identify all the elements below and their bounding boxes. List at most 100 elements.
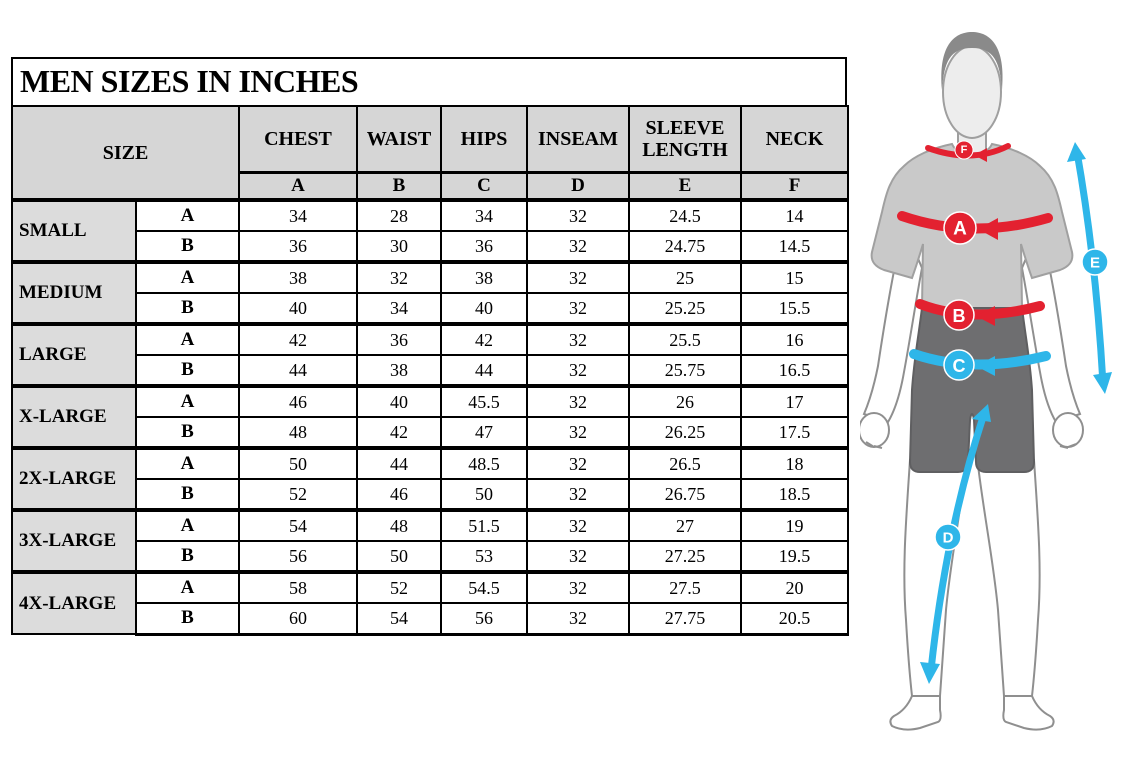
variant-label: B (135, 602, 240, 636)
column-letter-c: C (440, 171, 528, 201)
measurement-value: 32 (526, 354, 630, 387)
hips-arrow (976, 356, 995, 376)
hand-right (1052, 412, 1084, 448)
size-label: 3X-LARGE (11, 508, 137, 573)
chest-marker-label: A (953, 219, 967, 240)
measurement-value: 19 (740, 508, 849, 542)
measurement-value: 26 (628, 384, 742, 418)
measurement-value: 52 (356, 570, 442, 604)
measurement-value: 36 (440, 230, 528, 263)
table-row: 2X-LARGE A 50 44 48.5 32 26.5 18 (11, 446, 849, 511)
measurement-value: 34 (238, 198, 358, 232)
measurement-value: 54 (356, 602, 442, 636)
column-letter-a: A (238, 171, 358, 201)
measurement-value: 36 (238, 230, 358, 263)
measurement-value: 47 (440, 416, 528, 449)
table-body: SMALL A 34 28 34 32 24.5 14 B 36 30 36 32 24.75 14.5 ME… (11, 198, 849, 636)
variant-label: A (135, 260, 240, 294)
measurement-value: 27.5 (628, 570, 742, 604)
measurement-value: 20.5 (740, 602, 849, 636)
measurement-value: 44 (440, 354, 528, 387)
size-label: SMALL (11, 198, 137, 263)
measurement-value: 14 (740, 198, 849, 232)
table-row: B 40 34 40 32 25.25 15.5 (12, 292, 849, 325)
neck-marker (954, 140, 974, 160)
measurement-value: 32 (526, 322, 630, 356)
header-letter-row: A B C D E F (12, 171, 849, 201)
table-row: X-LARGE A 46 40 45.5 32 26 17 (11, 384, 849, 449)
variant-label: A (135, 198, 240, 232)
inseam-marker (934, 523, 962, 551)
measurement-value: 53 (440, 540, 528, 573)
sleeve-marker-label: E (1090, 255, 1100, 272)
hips-band: C (909, 349, 1051, 381)
chest-marker (943, 211, 977, 245)
measurement-value: 42 (440, 322, 528, 356)
column-header-chest: CHEST (238, 105, 358, 174)
measurement-value: 50 (440, 478, 528, 511)
measurement-value: 32 (526, 230, 630, 263)
measurement-value: 50 (238, 446, 358, 480)
measurement-value: 27.25 (628, 540, 742, 573)
variant-label: A (135, 446, 240, 480)
measurement-value: 54 (238, 508, 358, 542)
measurement-value: 25.5 (628, 322, 742, 356)
measurement-value: 40 (440, 292, 528, 325)
size-header-cell: SIZE (11, 105, 240, 202)
column-header-waist: WAIST (356, 105, 442, 174)
variant-label: A (135, 508, 240, 542)
measurement-value: 15 (740, 260, 849, 294)
column-letter-e: E (628, 171, 742, 201)
leg-left (889, 458, 968, 731)
column-header-neck: NECK (740, 105, 849, 174)
column-letter-b: B (356, 171, 442, 201)
face (942, 45, 1002, 139)
measurement-value: 32 (526, 570, 630, 604)
measurement-value: 18 (740, 446, 849, 480)
measurement-value: 26.75 (628, 478, 742, 511)
measurement-value: 52 (238, 478, 358, 511)
variant-label: B (135, 230, 240, 263)
measurement-value: 34 (440, 198, 528, 232)
measurement-value: 32 (526, 508, 630, 542)
variant-label: B (135, 354, 240, 387)
table-row: B 52 46 50 32 26.75 18.5 (12, 478, 849, 511)
inseam-arrow-up (972, 404, 991, 422)
measurement-value: 18.5 (740, 478, 849, 511)
measurement-figure: F A B C (858, 10, 1132, 758)
measurement-value: 56 (440, 602, 528, 636)
table-row: B 56 50 53 32 27.25 19.5 (12, 540, 849, 573)
measurement-value: 44 (356, 446, 442, 480)
measurement-value: 48 (238, 416, 358, 449)
measurement-value: 46 (238, 384, 358, 418)
chest-arrow (978, 218, 998, 240)
foot-left (889, 695, 942, 731)
waist-marker (943, 299, 975, 331)
size-label: 4X-LARGE (11, 570, 137, 635)
hips-marker-label: C (953, 356, 966, 376)
measurement-value: 38 (238, 260, 358, 294)
table-row: LARGE A 42 36 42 32 25.5 16 (11, 322, 849, 387)
measurement-value: 48 (356, 508, 442, 542)
measurement-value: 17 (740, 384, 849, 418)
measurement-value: 34 (356, 292, 442, 325)
measurement-value: 32 (526, 446, 630, 480)
measurement-value: 54.5 (440, 570, 528, 604)
measurement-value: 38 (356, 354, 442, 387)
measurement-value: 32 (526, 602, 630, 636)
variant-label: A (135, 322, 240, 356)
foot-right (1002, 695, 1055, 731)
page-title: MEN SIZES IN INCHES (11, 57, 847, 105)
variant-label: B (135, 416, 240, 449)
measurement-value: 32 (526, 198, 630, 232)
measurement-value: 38 (440, 260, 528, 294)
leg-right (976, 458, 1055, 731)
column-header-hips: HIPS (440, 105, 528, 174)
hair (941, 32, 1003, 90)
measurement-value: 26.5 (628, 446, 742, 480)
measurement-value: 50 (356, 540, 442, 573)
measurement-value: 27.75 (628, 602, 742, 636)
chest-band: A (897, 211, 1053, 245)
measurement-value: 42 (356, 416, 442, 449)
